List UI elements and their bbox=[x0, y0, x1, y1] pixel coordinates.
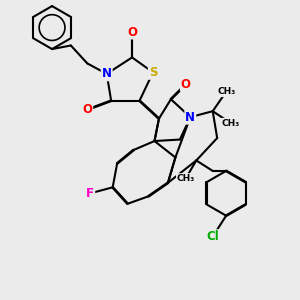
Text: N: N bbox=[102, 68, 112, 80]
Text: Cl: Cl bbox=[206, 230, 219, 243]
Text: F: F bbox=[86, 187, 94, 200]
Text: CH₃: CH₃ bbox=[177, 174, 195, 183]
Text: N: N bbox=[185, 111, 195, 124]
Text: S: S bbox=[149, 66, 157, 79]
Text: CH₃: CH₃ bbox=[221, 118, 240, 127]
Text: CH₃: CH₃ bbox=[217, 87, 235, 96]
Text: O: O bbox=[181, 78, 191, 91]
Text: O: O bbox=[82, 103, 92, 116]
Text: O: O bbox=[127, 26, 137, 38]
